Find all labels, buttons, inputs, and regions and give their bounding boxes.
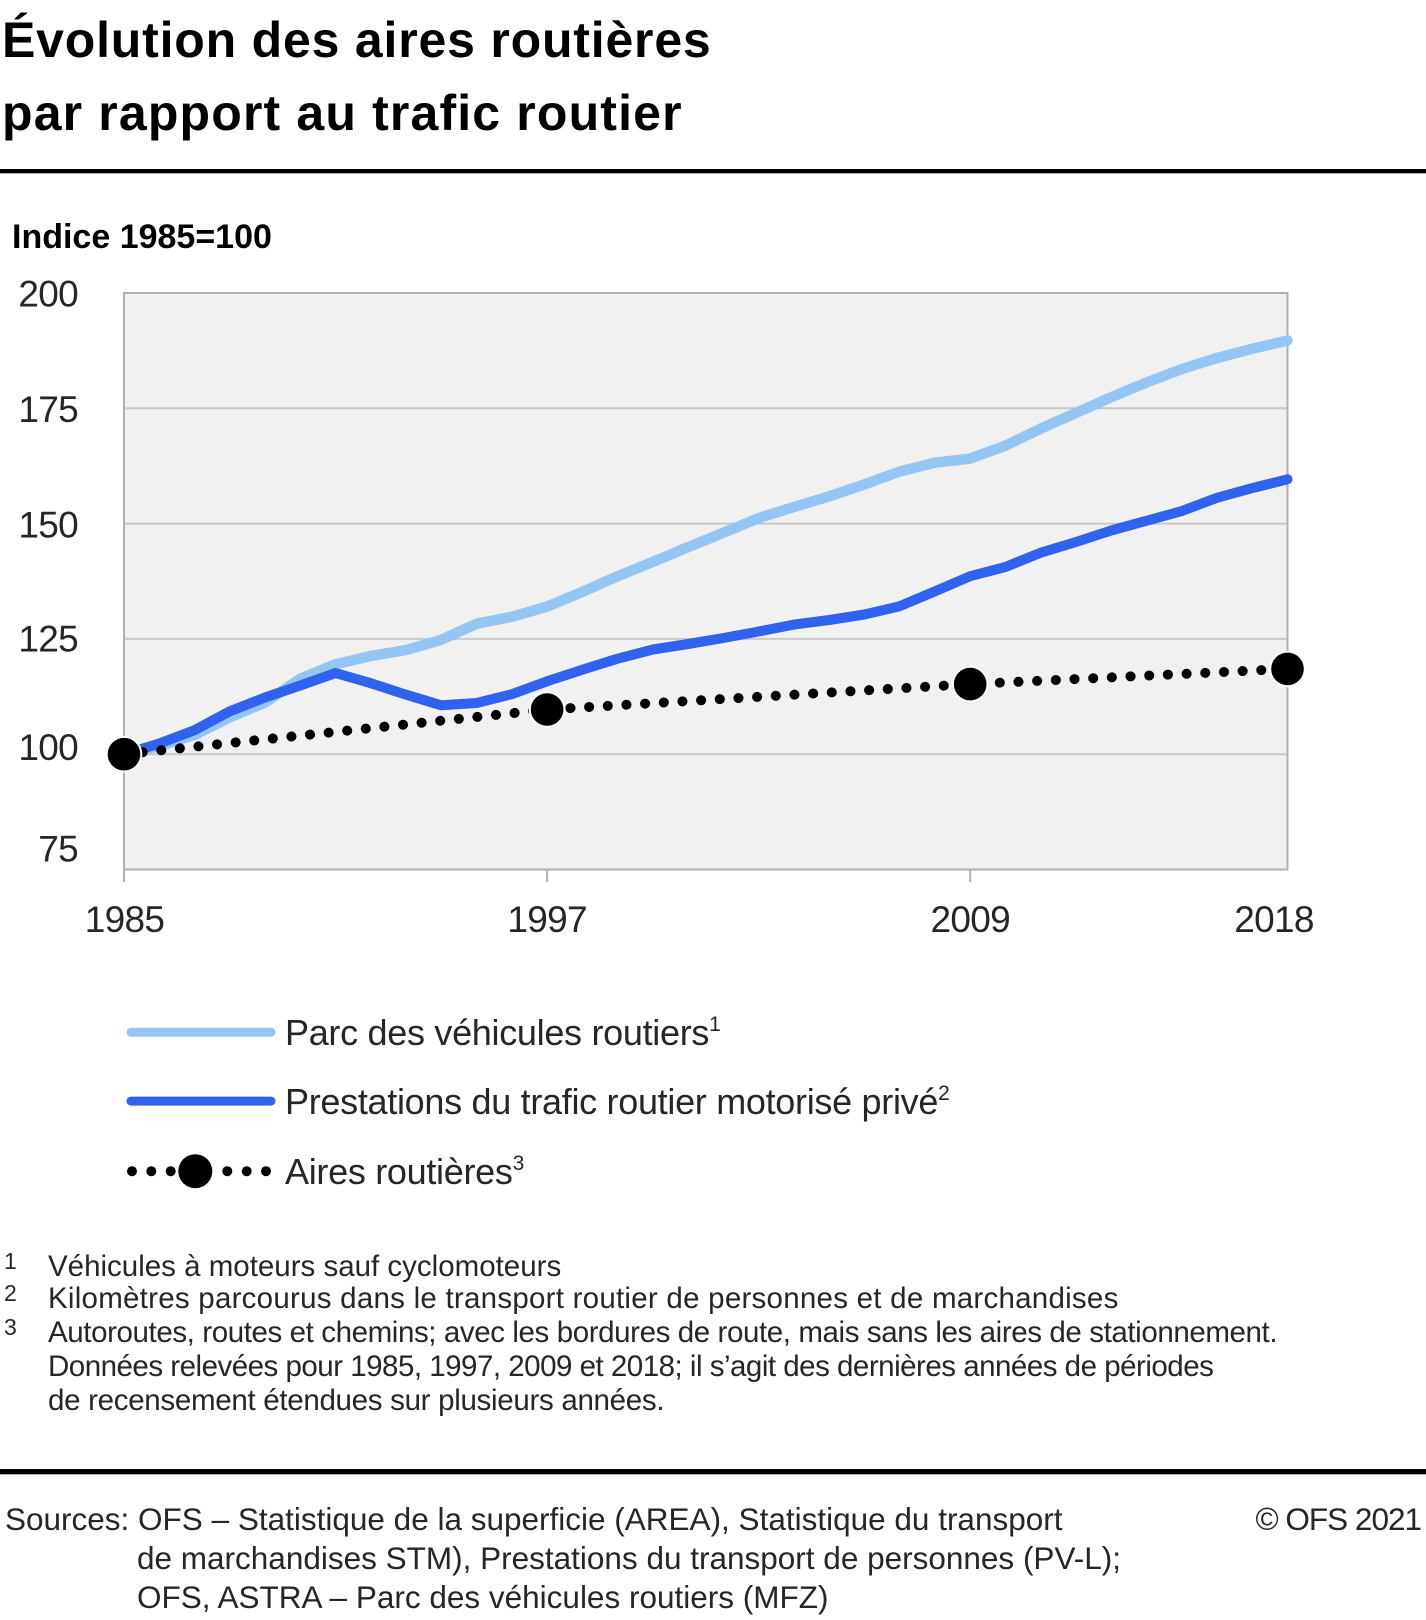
svg-text:1: 1 xyxy=(4,1248,17,1274)
svg-text:Évolution des aires routières: Évolution des aires routières xyxy=(2,12,712,68)
svg-text:Aires routières3: Aires routières3 xyxy=(285,1151,524,1192)
svg-text:Autoroutes, routes et chemins;: Autoroutes, routes et chemins; avec les … xyxy=(48,1316,1277,1349)
svg-text:de recensement étendues sur pl: de recensement étendues sur plusieurs an… xyxy=(48,1384,664,1417)
svg-text:125: 125 xyxy=(18,619,78,660)
svg-text:75: 75 xyxy=(38,828,78,869)
svg-text:175: 175 xyxy=(18,389,78,430)
svg-text:150: 150 xyxy=(18,504,78,545)
svg-text:2: 2 xyxy=(4,1280,17,1306)
svg-text:Données relevées pour 1985, 19: Données relevées pour 1985, 1997, 2009 e… xyxy=(48,1350,1213,1383)
svg-text:Parc des véhicules routiers1: Parc des véhicules routiers1 xyxy=(285,1012,720,1053)
svg-text:2018: 2018 xyxy=(1234,899,1314,940)
svg-text:par rapport au trafic routier: par rapport au trafic routier xyxy=(2,85,683,141)
svg-text:de marchandises STM), Prestati: de marchandises STM), Prestations du tra… xyxy=(137,1540,1121,1576)
svg-text:© OFS 2021: © OFS 2021 xyxy=(1255,1501,1421,1537)
svg-text:100: 100 xyxy=(18,727,78,768)
svg-text:Prestations du trafic routier: Prestations du trafic routier motorisé p… xyxy=(285,1081,949,1122)
svg-text:OFS, ASTRA – Parc des véhicule: OFS, ASTRA – Parc des véhicules routiers… xyxy=(137,1579,828,1615)
svg-text:Kilomètres parcourus dans le t: Kilomètres parcourus dans le transport r… xyxy=(48,1282,1119,1315)
svg-text:1997: 1997 xyxy=(507,899,587,940)
svg-text:Indice 1985=100: Indice 1985=100 xyxy=(12,218,272,256)
svg-text:Véhicules à moteurs sauf cyclo: Véhicules à moteurs sauf cyclomoteurs xyxy=(48,1250,561,1283)
svg-text:2009: 2009 xyxy=(930,899,1010,940)
svg-text:Sources: OFS – Statistique de: Sources: OFS – Statistique de la superfi… xyxy=(5,1501,1063,1537)
svg-text:1985: 1985 xyxy=(85,899,165,940)
svg-text:200: 200 xyxy=(18,274,78,315)
svg-text:3: 3 xyxy=(4,1314,17,1340)
